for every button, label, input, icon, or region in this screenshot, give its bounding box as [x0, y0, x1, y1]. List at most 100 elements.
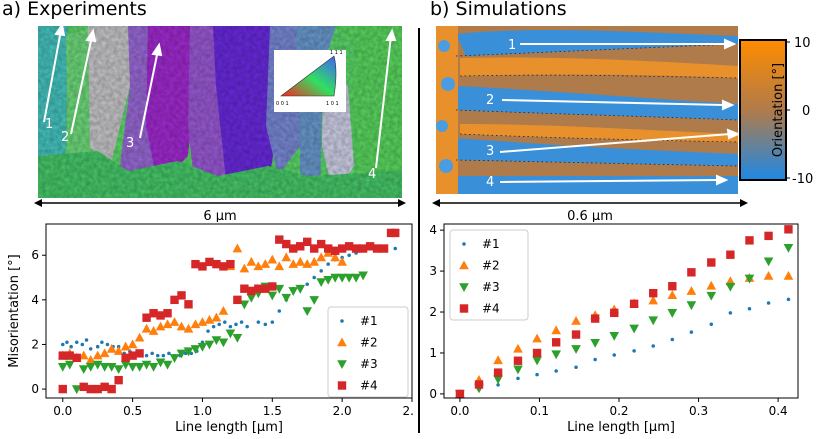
sim-grain-6: [460, 124, 738, 142]
data-point: [225, 329, 236, 339]
data-point: [198, 262, 207, 271]
data-point: [302, 259, 313, 268]
data-point: [725, 282, 736, 292]
data-point: [728, 311, 733, 315]
data-point: [309, 256, 320, 266]
sim-arrowhead-1: [724, 38, 737, 50]
ebsd-map: 1 1 1 0 0 1 1 0 1 1 2 3 4: [38, 26, 402, 198]
simulation-map: 1 2 3 4 Orientation [°] 10 0 -10: [436, 26, 813, 194]
data-point: [302, 307, 313, 317]
data-point: [99, 348, 110, 358]
data-point: [253, 261, 264, 271]
legend-label: #3: [482, 280, 500, 294]
data-point: [155, 353, 160, 358]
data-point: [239, 320, 244, 324]
data-point: [184, 300, 193, 309]
y-tick-label: 3: [429, 264, 437, 278]
panel-b-title: b) Simulations: [430, 0, 567, 20]
data-point: [177, 291, 186, 300]
x-tick-label: 0.0: [53, 404, 72, 418]
data-point: [106, 343, 117, 353]
data-point: [372, 244, 382, 253]
data-point: [275, 235, 284, 244]
data-point: [88, 347, 93, 351]
data-point: [232, 243, 243, 253]
data-point: [513, 365, 523, 375]
data-point: [65, 351, 74, 360]
data-point: [148, 362, 159, 372]
exp-arrow-label-1: 1: [45, 117, 53, 132]
data-point: [744, 274, 755, 284]
data-point: [106, 362, 117, 372]
legend-label: #1: [360, 314, 378, 328]
data-point: [709, 322, 714, 327]
data-point: [92, 350, 103, 360]
data-point: [689, 330, 694, 334]
data-point: [176, 321, 187, 331]
data-point: [240, 284, 249, 293]
data-point: [170, 295, 179, 305]
data-point: [667, 290, 678, 300]
data-point: [784, 225, 793, 234]
panel-a-title: a) Experiments: [2, 0, 147, 20]
legend-marker: [459, 304, 469, 313]
data-point: [247, 286, 256, 296]
legend-box: [449, 229, 529, 321]
data-point: [267, 291, 278, 301]
data-point: [155, 358, 166, 368]
data-point: [99, 362, 110, 372]
data-point: [274, 284, 285, 294]
exp-arrow-4: [375, 35, 392, 169]
colorbar: [739, 39, 787, 181]
scale-bar-a-right-head: [398, 199, 406, 207]
exp-arrow-1: [43, 29, 62, 123]
scale-bar-a: 6 µm: [34, 199, 406, 222]
data-point: [629, 299, 639, 309]
data-point: [289, 244, 298, 253]
data-point: [687, 268, 696, 277]
data-point: [593, 357, 597, 362]
data-point: [393, 246, 398, 251]
data-point: [316, 278, 327, 288]
sim-arrow-4: [499, 179, 719, 183]
data-point: [211, 324, 216, 329]
colorbar-tick-label-neg10: -10: [792, 172, 813, 187]
data-point: [277, 309, 282, 313]
data-point: [100, 382, 109, 392]
legend-marker: [337, 337, 347, 347]
data-point: [228, 324, 233, 329]
y-tick-label: 2: [429, 305, 437, 319]
data-point: [281, 252, 292, 262]
data-point: [319, 269, 323, 273]
data-point: [121, 353, 130, 363]
data-point: [169, 354, 180, 363]
legend-marker: [459, 283, 469, 293]
sim-arrow-labels: 1 2 3 4: [486, 38, 516, 190]
legend-marker: [337, 360, 347, 370]
data-point: [226, 259, 235, 269]
data-point: [78, 350, 89, 360]
data-point: [239, 263, 250, 273]
data-point: [571, 315, 581, 325]
data-point: [267, 254, 278, 264]
legend-label: #2: [360, 336, 378, 350]
y-tick-label: 4: [429, 223, 437, 237]
sim-grain-5: [460, 57, 738, 78]
data-point: [211, 336, 222, 346]
scale-bar-b-label: 0.6 µm: [567, 209, 613, 222]
data-point: [163, 309, 172, 318]
data-point: [282, 239, 291, 249]
data-point: [513, 343, 523, 353]
data-point: [551, 338, 561, 347]
ipf-key: 1 1 1 0 0 1 1 0 1: [274, 50, 346, 112]
data-point: [263, 322, 268, 327]
sim-nucleus: [439, 159, 453, 173]
legend-label: #3: [360, 357, 378, 371]
data-point: [93, 384, 102, 394]
data-point: [783, 270, 794, 280]
data-point: [191, 259, 200, 269]
data-point: [65, 340, 69, 344]
data-point: [365, 242, 375, 251]
data-point: [351, 273, 361, 283]
scale-bar-b-left-head: [432, 199, 440, 207]
